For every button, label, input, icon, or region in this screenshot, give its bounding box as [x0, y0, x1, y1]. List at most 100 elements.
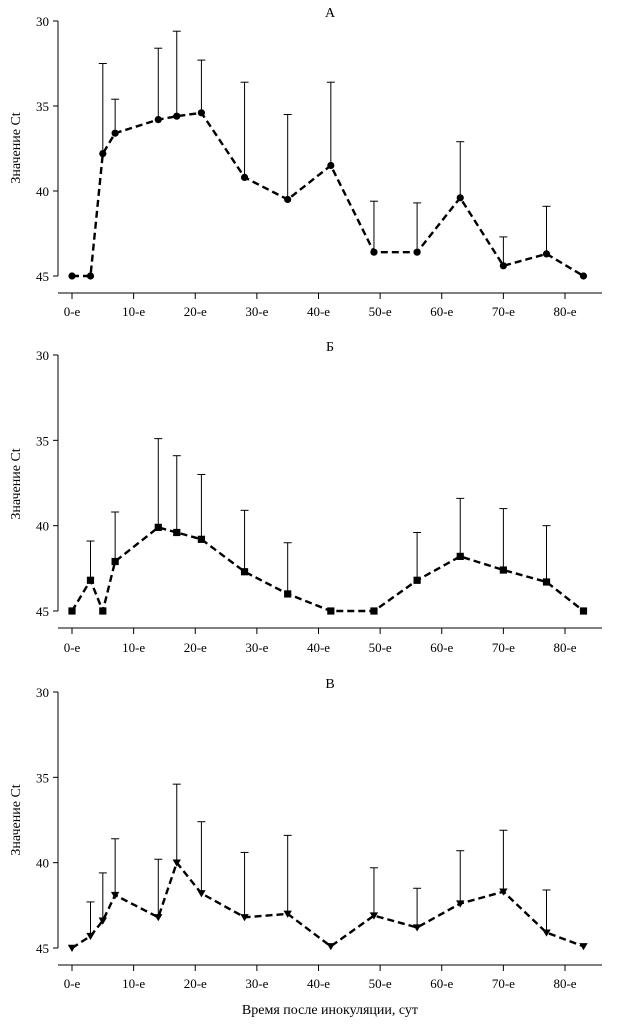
series-line — [70, 526, 585, 615]
x-tick-label: 30-е — [245, 304, 268, 319]
x-tick-label: 80-е — [553, 976, 576, 991]
x-tick-label: 0-е — [64, 976, 81, 991]
data-point — [370, 248, 378, 256]
x-tick-label: 80-е — [553, 640, 576, 655]
data-point — [240, 568, 249, 576]
x-tick-label: 30-е — [245, 640, 268, 655]
panel-v: В 30 35 40 45 Значение Ct 0-е 10-е 20-е 30-е 40-е 5… — [9, 677, 602, 991]
x-tick-label: 80-е — [553, 304, 576, 319]
data-point — [110, 891, 120, 900]
x-tick-label: 10-е — [122, 976, 145, 991]
data-point — [99, 607, 107, 615]
data-point — [283, 910, 292, 918]
panel-title: А — [325, 6, 336, 21]
data-point — [86, 576, 95, 584]
x-tick-label: 40-е — [307, 304, 330, 319]
y-tick-label: 40 — [36, 856, 49, 871]
y-axis-title: Значение Ct — [9, 448, 24, 519]
x-tick-label: 70-е — [492, 304, 515, 319]
data-point — [98, 917, 108, 925]
x-tick-label: 70-е — [492, 640, 515, 655]
data-point — [579, 272, 588, 280]
data-point — [67, 944, 77, 952]
x-tick-label: 10-е — [122, 640, 145, 655]
data-point — [456, 900, 465, 908]
y-tick-label: 40 — [36, 519, 49, 534]
panel-title: В — [325, 677, 334, 692]
y-tick-label: 45 — [36, 269, 49, 284]
y-tick-label: 30 — [36, 348, 49, 363]
data-point — [197, 109, 206, 117]
x-tick-label: 60-е — [430, 976, 453, 991]
data-point — [173, 528, 181, 537]
data-point — [240, 914, 249, 922]
x-tick-label: 30-е — [245, 976, 268, 991]
data-point — [68, 607, 76, 615]
data-point — [326, 943, 336, 951]
data-point — [412, 924, 422, 932]
panel-b: Б 30 35 40 45 Значение Ct 0-е 10-е 20-е 30-е 40-е 5… — [9, 340, 602, 655]
y-axis-title: Значение Ct — [9, 112, 24, 183]
data-point — [197, 535, 206, 543]
data-point — [542, 929, 551, 937]
data-point — [369, 912, 379, 920]
data-point — [284, 590, 292, 598]
data-point — [240, 173, 249, 181]
y-tick-label: 45 — [36, 604, 49, 619]
panel-a: А 30 35 40 45 Значение Ct 0-е 10-е 20-е 30-е 40-е 5… — [9, 6, 602, 319]
data-point — [456, 552, 464, 560]
data-point — [284, 195, 292, 204]
x-tick-label: 50-е — [369, 304, 392, 319]
y-tick-label: 45 — [36, 941, 49, 956]
data-point — [370, 607, 378, 615]
x-tick-label: 20-е — [184, 976, 207, 991]
y-tick-label: 35 — [36, 433, 49, 448]
series-line — [71, 860, 584, 950]
panel-title: Б — [326, 340, 334, 355]
data-point — [327, 161, 335, 170]
data-point — [197, 890, 206, 898]
data-point — [579, 943, 588, 951]
data-point — [111, 129, 119, 137]
data-point — [499, 888, 508, 896]
data-point — [327, 607, 335, 615]
x-tick-label: 60-е — [430, 304, 453, 319]
y-tick-label: 35 — [36, 770, 49, 785]
x-tick-label: 10-е — [122, 304, 145, 319]
data-point — [111, 557, 119, 566]
data-point — [456, 194, 464, 202]
x-tick-label: 20-е — [184, 304, 207, 319]
data-point — [99, 150, 107, 158]
data-point — [86, 932, 95, 941]
data-point — [413, 576, 421, 584]
x-tick-label: 20-е — [184, 640, 207, 655]
data-point — [173, 112, 181, 120]
data-point — [154, 914, 163, 922]
data-point — [499, 566, 507, 574]
x-tick-label: 40-е — [307, 640, 330, 655]
y-tick-label: 30 — [36, 685, 49, 700]
data-point — [154, 116, 162, 124]
data-point — [413, 248, 421, 256]
data-point — [68, 272, 76, 280]
data-point — [542, 578, 551, 586]
x-tick-label: 50-е — [369, 640, 392, 655]
y-tick-label: 30 — [36, 14, 49, 29]
data-point — [154, 523, 162, 531]
y-axis-title: Значение Ct — [9, 784, 24, 855]
x-tick-label: 40-е — [307, 976, 330, 991]
series-line — [72, 111, 585, 278]
y-tick-label: 40 — [36, 184, 49, 199]
x-tick-label: 70-е — [492, 976, 515, 991]
x-tick-label: 60-е — [430, 640, 453, 655]
x-axis-title: Время после инокуляции, сут — [242, 1003, 418, 1018]
x-tick-label: 0-е — [64, 640, 81, 655]
x-tick-label: 0-е — [64, 304, 81, 319]
data-point — [172, 859, 181, 867]
data-point — [579, 607, 588, 615]
x-tick-label: 50-е — [369, 976, 392, 991]
y-tick-label: 35 — [36, 99, 49, 114]
data-point — [86, 272, 95, 280]
data-point — [542, 250, 551, 258]
